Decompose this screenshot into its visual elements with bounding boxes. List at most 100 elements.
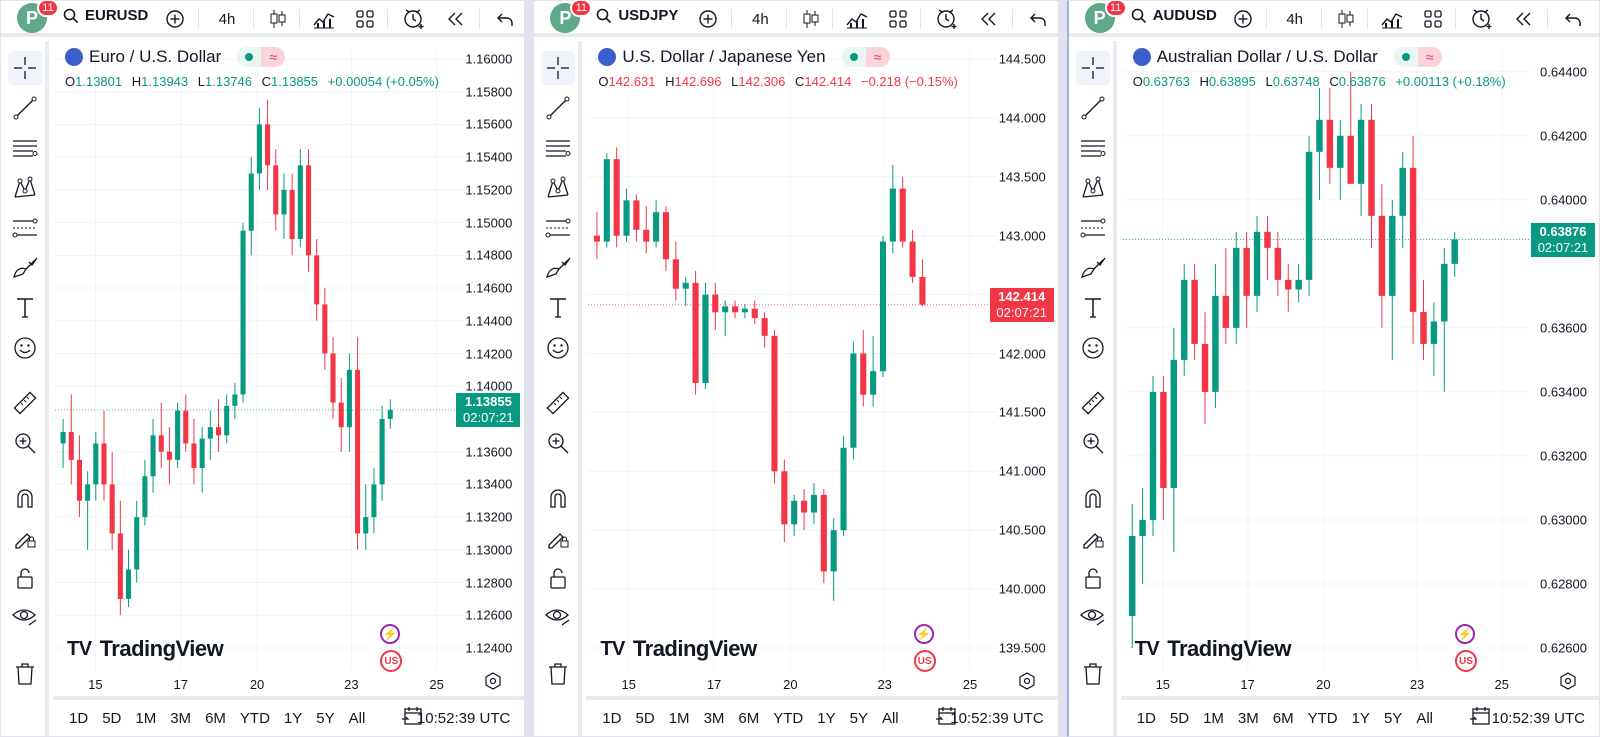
- zoom-in-icon[interactable]: [541, 426, 575, 460]
- text-tool-icon[interactable]: [541, 291, 575, 325]
- trend-line-icon[interactable]: [1076, 91, 1110, 125]
- us-economic-event-icon[interactable]: US: [913, 650, 936, 672]
- horizontal-lines-icon[interactable]: [8, 131, 42, 165]
- lightning-event-icon[interactable]: ⚡: [913, 624, 934, 644]
- range-button-1m[interactable]: 1M: [668, 709, 690, 727]
- range-button-all[interactable]: All: [348, 709, 366, 727]
- hide-drawings-icon[interactable]: [1076, 599, 1110, 633]
- candles-icon[interactable]: [1334, 7, 1358, 31]
- lock-drawings-icon[interactable]: [8, 521, 42, 555]
- trash-icon[interactable]: [8, 657, 42, 691]
- range-button-5d[interactable]: 5D: [635, 709, 655, 727]
- templates-icon[interactable]: [1421, 7, 1445, 31]
- lightning-event-icon[interactable]: ⚡: [380, 624, 401, 644]
- alert-clock-icon[interactable]: [1470, 7, 1494, 31]
- symbol-search-button[interactable]: EURUSD: [63, 7, 148, 24]
- pattern-tool-icon[interactable]: [8, 171, 42, 205]
- range-button-1y[interactable]: 1Y: [283, 709, 303, 727]
- pattern-tool-icon[interactable]: [541, 171, 575, 205]
- ruler-icon[interactable]: [8, 386, 42, 420]
- timezone-clock[interactable]: 10:52:39 UTC: [950, 709, 1044, 727]
- range-button-3m[interactable]: 3M: [703, 709, 725, 727]
- interval-button[interactable]: 4h: [1281, 7, 1309, 31]
- ruler-icon[interactable]: [541, 386, 575, 420]
- range-button-6m[interactable]: 6M: [1272, 709, 1294, 727]
- brush-tool-icon[interactable]: [8, 251, 42, 285]
- timezone-clock[interactable]: 10:52:39 UTC: [416, 709, 511, 727]
- us-economic-event-icon[interactable]: US: [380, 650, 403, 672]
- goto-date-icon[interactable]: [935, 705, 957, 731]
- market-status-indicator[interactable]: ≈: [1393, 47, 1442, 67]
- interval-button[interactable]: 4h: [746, 7, 774, 31]
- price-axis[interactable]: 1.16000 1.15800 1.15600 1.15400 1.15200 1.150…: [456, 41, 524, 696]
- indicators-icon[interactable]: [1380, 7, 1404, 31]
- replay-icon[interactable]: [1512, 7, 1536, 31]
- chart-pane[interactable]: P 11 EURUSD 4h: [0, 0, 526, 737]
- chart-pane[interactable]: P 11 AUDUSD 4h: [1066, 0, 1600, 737]
- compare-add-icon[interactable]: [1231, 7, 1255, 31]
- price-axis[interactable]: 0.64400 0.64200 0.64000 0.63876 0.63600 0.634…: [1531, 41, 1599, 696]
- emoji-tool-icon[interactable]: [541, 331, 575, 365]
- tradingview-logo[interactable]: TV TradingView: [1135, 636, 1292, 662]
- range-button-3m[interactable]: 3M: [1237, 709, 1259, 727]
- goto-date-icon[interactable]: [401, 705, 423, 731]
- horizontal-lines-icon[interactable]: [541, 131, 575, 165]
- range-button-3m[interactable]: 3M: [170, 709, 192, 727]
- range-button-1y[interactable]: 1Y: [817, 709, 836, 727]
- us-economic-event-icon[interactable]: US: [1455, 650, 1477, 672]
- trash-icon[interactable]: [541, 657, 575, 691]
- range-button-6m[interactable]: 6M: [205, 709, 226, 727]
- unlock-icon[interactable]: [8, 561, 42, 595]
- undo-icon[interactable]: [493, 7, 517, 31]
- zoom-in-icon[interactable]: [8, 426, 42, 460]
- hide-drawings-icon[interactable]: [541, 599, 575, 633]
- trend-line-icon[interactable]: [541, 91, 575, 125]
- price-chart[interactable]: [53, 41, 524, 696]
- axis-settings-icon[interactable]: [484, 672, 502, 690]
- unlock-icon[interactable]: [1076, 561, 1110, 595]
- axis-settings-icon[interactable]: [1018, 672, 1036, 690]
- text-tool-icon[interactable]: [1076, 291, 1110, 325]
- interval-button[interactable]: 4h: [213, 7, 241, 31]
- magnet-icon[interactable]: [541, 481, 575, 515]
- brush-tool-icon[interactable]: [1076, 251, 1110, 285]
- crosshair-tool-icon[interactable]: [1075, 51, 1110, 85]
- chart-area[interactable]: Australian Dollar / U.S. Dollar ≈ O0.637…: [1121, 41, 1599, 696]
- axis-settings-icon[interactable]: [1559, 672, 1577, 690]
- alert-clock-icon[interactable]: [935, 7, 959, 31]
- range-button-1d[interactable]: 1D: [1136, 709, 1156, 727]
- templates-icon[interactable]: [886, 7, 910, 31]
- range-button-all[interactable]: All: [881, 709, 899, 727]
- market-status-indicator[interactable]: ≈: [841, 47, 890, 67]
- magnet-icon[interactable]: [1076, 481, 1110, 515]
- replay-icon[interactable]: [444, 7, 468, 31]
- timezone-clock[interactable]: 10:52:39 UTC: [1491, 709, 1585, 727]
- price-axis[interactable]: 144.500144.000143.500143.000142.500142.0…: [990, 41, 1058, 696]
- range-button-1y[interactable]: 1Y: [1351, 709, 1370, 727]
- range-button-5y[interactable]: 5Y: [316, 709, 335, 727]
- prediction-tool-icon[interactable]: [1076, 211, 1110, 245]
- lock-drawings-icon[interactable]: [541, 521, 575, 555]
- range-button-1d[interactable]: 1D: [602, 709, 622, 727]
- range-button-5d[interactable]: 5D: [1169, 709, 1190, 727]
- crosshair-tool-icon[interactable]: [8, 51, 42, 85]
- tradingview-logo[interactable]: TV TradingView: [600, 636, 757, 662]
- range-button-ytd[interactable]: YTD: [239, 709, 270, 727]
- chart-area[interactable]: Euro / U.S. Dollar ≈ O1.13801 H1.13943 L…: [53, 41, 524, 696]
- emoji-tool-icon[interactable]: [8, 331, 42, 365]
- prediction-tool-icon[interactable]: [8, 211, 42, 245]
- compare-add-icon[interactable]: [696, 7, 720, 31]
- indicators-icon[interactable]: [312, 7, 336, 31]
- text-tool-icon[interactable]: [8, 291, 42, 325]
- emoji-tool-icon[interactable]: [1076, 331, 1110, 365]
- range-button-all[interactable]: All: [1416, 709, 1433, 727]
- templates-icon[interactable]: [353, 7, 377, 31]
- symbol-search-button[interactable]: AUDUSD: [1131, 7, 1217, 24]
- horizontal-lines-icon[interactable]: [1076, 131, 1110, 165]
- range-button-1m[interactable]: 1M: [1203, 709, 1224, 727]
- trash-icon[interactable]: [1076, 657, 1110, 691]
- tradingview-logo[interactable]: TV TradingView: [67, 636, 224, 662]
- undo-icon[interactable]: [1561, 7, 1585, 31]
- candles-icon[interactable]: [799, 7, 823, 31]
- brush-tool-icon[interactable]: [541, 251, 575, 285]
